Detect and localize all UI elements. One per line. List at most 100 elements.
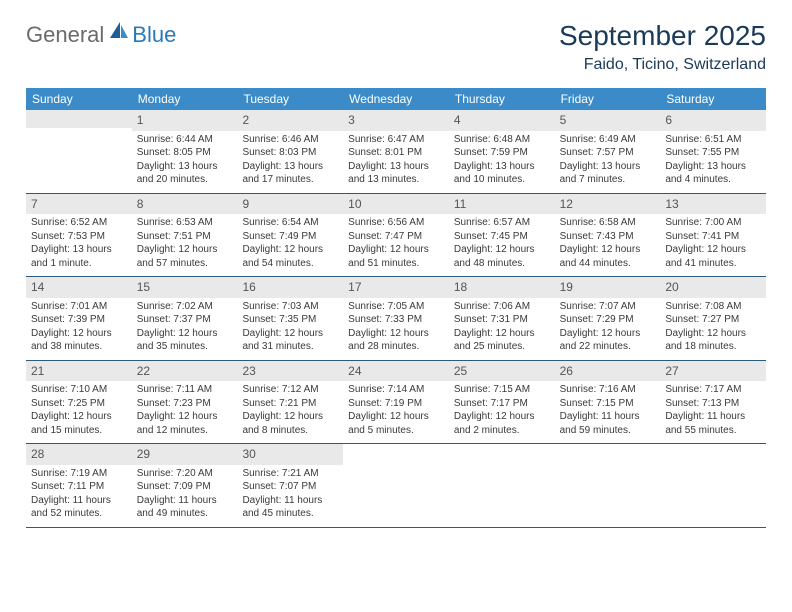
sunrise-line: Sunrise: 6:49 AM xyxy=(560,133,656,147)
weekday-header: Wednesday xyxy=(343,88,449,110)
daylight-line: Daylight: 12 hours and 22 minutes. xyxy=(560,327,656,354)
day-cell: 16Sunrise: 7:03 AMSunset: 7:35 PMDayligh… xyxy=(237,277,343,360)
sunset-line: Sunset: 7:07 PM xyxy=(242,480,338,494)
weekday-header: Friday xyxy=(555,88,661,110)
sunset-line: Sunset: 7:19 PM xyxy=(348,397,444,411)
day-cell: 22Sunrise: 7:11 AMSunset: 7:23 PMDayligh… xyxy=(132,361,238,444)
day-number-bar: 5 xyxy=(555,110,661,131)
daylight-line: Daylight: 12 hours and 44 minutes. xyxy=(560,243,656,270)
day-number: 7 xyxy=(31,197,38,211)
day-number-bar: 17 xyxy=(343,277,449,298)
day-number: 23 xyxy=(242,364,255,378)
sunset-line: Sunset: 7:41 PM xyxy=(665,230,761,244)
sunrise-line: Sunrise: 7:20 AM xyxy=(137,467,233,481)
day-number-bar: 26 xyxy=(555,361,661,382)
sunrise-line: Sunrise: 7:11 AM xyxy=(137,383,233,397)
sunrise-line: Sunrise: 7:17 AM xyxy=(665,383,761,397)
day-cell: 19Sunrise: 7:07 AMSunset: 7:29 PMDayligh… xyxy=(555,277,661,360)
month-title: September 2025 xyxy=(559,20,766,52)
sunrise-line: Sunrise: 7:19 AM xyxy=(31,467,127,481)
sunrise-line: Sunrise: 7:10 AM xyxy=(31,383,127,397)
weekday-header: Saturday xyxy=(660,88,766,110)
calendar: SundayMondayTuesdayWednesdayThursdayFrid… xyxy=(26,88,766,528)
daylight-line: Daylight: 12 hours and 41 minutes. xyxy=(665,243,761,270)
day-cell: 24Sunrise: 7:14 AMSunset: 7:19 PMDayligh… xyxy=(343,361,449,444)
logo-text-general: General xyxy=(26,22,104,48)
daylight-line: Daylight: 12 hours and 5 minutes. xyxy=(348,410,444,437)
sunset-line: Sunset: 7:35 PM xyxy=(242,313,338,327)
day-number-bar: 1 xyxy=(132,110,238,131)
sunrise-line: Sunrise: 7:05 AM xyxy=(348,300,444,314)
sunset-line: Sunset: 7:09 PM xyxy=(137,480,233,494)
daylight-line: Daylight: 12 hours and 2 minutes. xyxy=(454,410,550,437)
sunrise-line: Sunrise: 6:47 AM xyxy=(348,133,444,147)
sunset-line: Sunset: 7:57 PM xyxy=(560,146,656,160)
sunset-line: Sunset: 7:33 PM xyxy=(348,313,444,327)
sunset-line: Sunset: 7:59 PM xyxy=(454,146,550,160)
daylight-line: Daylight: 12 hours and 57 minutes. xyxy=(137,243,233,270)
day-cell: 4Sunrise: 6:48 AMSunset: 7:59 PMDaylight… xyxy=(449,110,555,193)
daylight-line: Daylight: 11 hours and 45 minutes. xyxy=(242,494,338,521)
day-number-bar: 6 xyxy=(660,110,766,131)
day-number: 14 xyxy=(31,280,44,294)
daylight-line: Daylight: 12 hours and 38 minutes. xyxy=(31,327,127,354)
sunset-line: Sunset: 8:03 PM xyxy=(242,146,338,160)
day-number-bar: 10 xyxy=(343,194,449,215)
sunrise-line: Sunrise: 6:48 AM xyxy=(454,133,550,147)
week-row: 7Sunrise: 6:52 AMSunset: 7:53 PMDaylight… xyxy=(26,194,766,278)
day-cell: 30Sunrise: 7:21 AMSunset: 7:07 PMDayligh… xyxy=(237,444,343,527)
day-cell: 14Sunrise: 7:01 AMSunset: 7:39 PMDayligh… xyxy=(26,277,132,360)
day-number-bar: 3 xyxy=(343,110,449,131)
weekday-header: Monday xyxy=(132,88,238,110)
day-cell: 2Sunrise: 6:46 AMSunset: 8:03 PMDaylight… xyxy=(237,110,343,193)
sunrise-line: Sunrise: 6:58 AM xyxy=(560,216,656,230)
day-number: 29 xyxy=(137,447,150,461)
daylight-line: Daylight: 13 hours and 4 minutes. xyxy=(665,160,761,187)
daylight-line: Daylight: 11 hours and 52 minutes. xyxy=(31,494,127,521)
sunset-line: Sunset: 7:49 PM xyxy=(242,230,338,244)
day-number: 6 xyxy=(665,113,672,127)
sunset-line: Sunset: 7:27 PM xyxy=(665,313,761,327)
day-number: 30 xyxy=(242,447,255,461)
sunset-line: Sunset: 8:01 PM xyxy=(348,146,444,160)
day-number-bar: 13 xyxy=(660,194,766,215)
day-number-bar: 8 xyxy=(132,194,238,215)
day-number-bar: 23 xyxy=(237,361,343,382)
day-cell: 15Sunrise: 7:02 AMSunset: 7:37 PMDayligh… xyxy=(132,277,238,360)
day-cell: 3 Sunrise: 6:47 AMSunset: 8:01 PMDaylight… xyxy=(343,110,449,193)
day-cell: 12Sunrise: 6:58 AMSunset: 7:43 PMDayligh… xyxy=(555,194,661,277)
sunset-line: Sunset: 7:43 PM xyxy=(560,230,656,244)
day-number: 25 xyxy=(454,364,467,378)
daylight-line: Daylight: 13 hours and 13 minutes. xyxy=(348,160,444,187)
logo: General Blue xyxy=(26,22,176,48)
day-number-bar: 30 xyxy=(237,444,343,465)
sunset-line: Sunset: 7:29 PM xyxy=(560,313,656,327)
day-number-bar: 11 xyxy=(449,194,555,215)
sunrise-line: Sunrise: 7:02 AM xyxy=(137,300,233,314)
sunset-line: Sunset: 7:25 PM xyxy=(31,397,127,411)
day-cell: 11Sunrise: 6:57 AMSunset: 7:45 PMDayligh… xyxy=(449,194,555,277)
day-number-bar: 14 xyxy=(26,277,132,298)
day-number-bar: 28 xyxy=(26,444,132,465)
day-number: 10 xyxy=(348,197,361,211)
day-number-bar: 25 xyxy=(449,361,555,382)
day-number: 13 xyxy=(665,197,678,211)
daylight-line: Daylight: 12 hours and 15 minutes. xyxy=(31,410,127,437)
sunrise-line: Sunrise: 6:57 AM xyxy=(454,216,550,230)
daylight-line: Daylight: 12 hours and 28 minutes. xyxy=(348,327,444,354)
day-number-bar-empty xyxy=(26,110,132,128)
day-number: 26 xyxy=(560,364,573,378)
sunset-line: Sunset: 7:51 PM xyxy=(137,230,233,244)
day-cell-empty xyxy=(343,444,449,527)
sunrise-line: Sunrise: 7:06 AM xyxy=(454,300,550,314)
day-number: 21 xyxy=(31,364,44,378)
week-row: 28Sunrise: 7:19 AMSunset: 7:11 PMDayligh… xyxy=(26,444,766,528)
week-row: 1Sunrise: 6:44 AMSunset: 8:05 PMDaylight… xyxy=(26,110,766,194)
daylight-line: Daylight: 13 hours and 7 minutes. xyxy=(560,160,656,187)
day-number-bar: 21 xyxy=(26,361,132,382)
sunrise-line: Sunrise: 6:52 AM xyxy=(31,216,127,230)
day-number-bar: 18 xyxy=(449,277,555,298)
daylight-line: Daylight: 13 hours and 20 minutes. xyxy=(137,160,233,187)
day-cell: 23Sunrise: 7:12 AMSunset: 7:21 PMDayligh… xyxy=(237,361,343,444)
sunrise-line: Sunrise: 7:01 AM xyxy=(31,300,127,314)
